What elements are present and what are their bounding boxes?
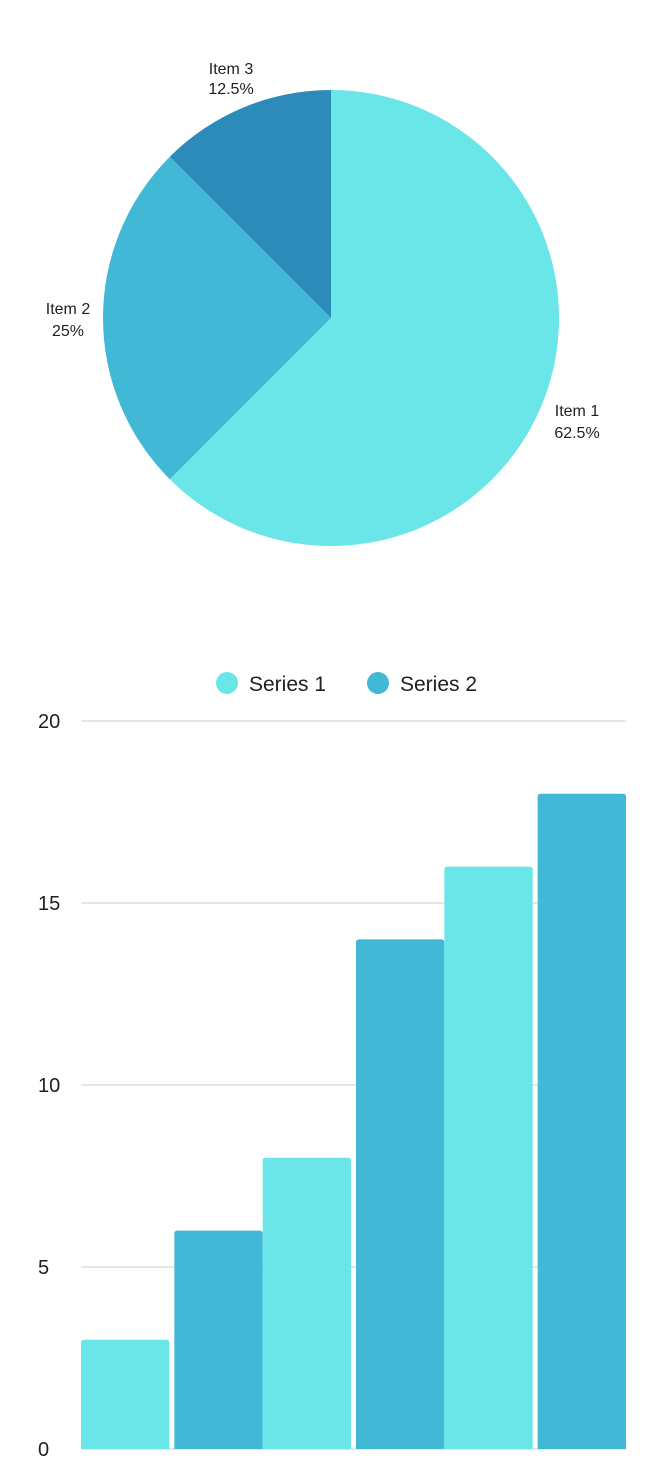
bar-series-2-3 — [537, 793, 626, 1449]
pie-slice-item-1 — [169, 90, 560, 546]
pie-chart: Item 1 62.5% Item 2 25% Item 3 12.5% — [46, 61, 600, 546]
pie-labels: Item 1 62.5% Item 2 25% Item 3 12.5% — [46, 61, 600, 442]
bar-series-1-2 — [262, 1157, 351, 1449]
pie-label-item-3: Item 3 — [209, 61, 254, 78]
pie-label-item-2: Item 2 — [46, 301, 91, 318]
pie-slice-item-3 — [169, 90, 331, 318]
y-tick-label-5: 5 — [38, 1257, 49, 1279]
pie-value-item-2: 25% — [52, 323, 84, 340]
bars — [81, 793, 626, 1449]
y-axis-ticks: 0 5 10 15 20 — [38, 711, 60, 1460]
pie-slice-item-2 — [103, 156, 332, 480]
y-tick-label-15: 15 — [38, 893, 60, 915]
pie-label-item-1: Item 1 — [555, 403, 600, 420]
legend-swatch-series-2 — [367, 672, 389, 694]
legend-label-series-1: Series 1 — [249, 673, 326, 696]
bar-series-2-2 — [356, 939, 445, 1449]
pie-value-item-1: 62.5% — [554, 425, 599, 442]
y-tick-label-20: 20 — [38, 711, 60, 733]
y-tick-label-0: 0 — [38, 1439, 49, 1460]
bar-series-2-1 — [174, 1230, 263, 1449]
chart-legend: Series 1 Series 2 — [216, 672, 477, 696]
bar-chart: Series 1 Series 2 0 5 10 15 20 — [38, 672, 626, 1460]
bar-series-1-3 — [444, 866, 533, 1449]
pie-slices — [103, 90, 560, 546]
legend-label-series-2: Series 2 — [400, 673, 477, 696]
y-tick-label-10: 10 — [38, 1075, 60, 1097]
pie-value-item-3: 12.5% — [208, 81, 253, 98]
legend-swatch-series-1 — [216, 672, 238, 694]
bar-series-1-1 — [81, 1339, 170, 1449]
grid-lines — [81, 720, 626, 1450]
